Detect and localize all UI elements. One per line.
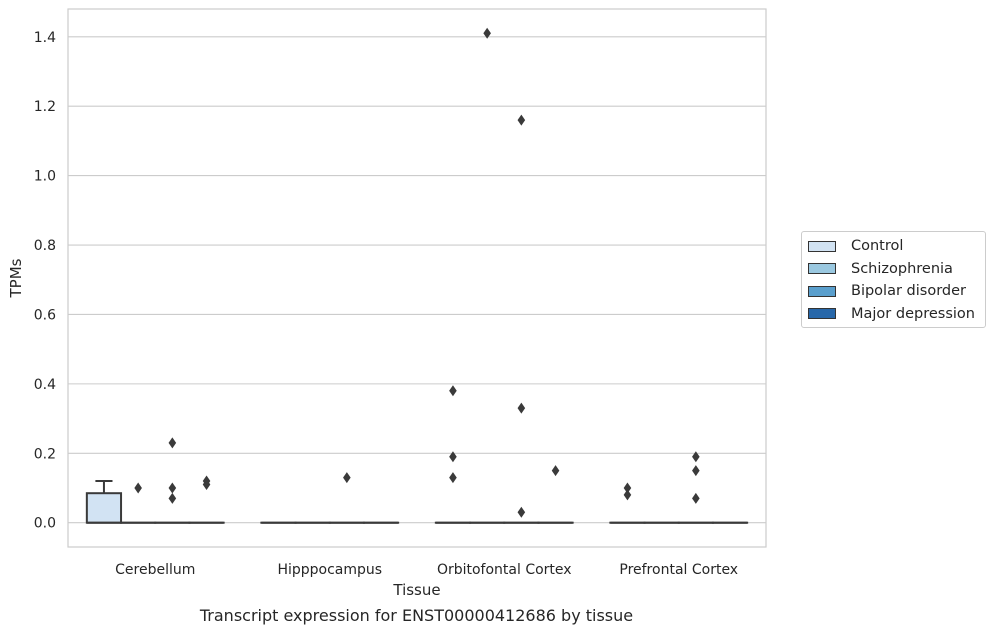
outlier-point — [483, 27, 491, 39]
outlier-point — [449, 451, 457, 463]
box — [434, 385, 472, 524]
outlier-point — [692, 492, 700, 504]
legend-swatch — [808, 240, 836, 252]
legend-item: Schizophrenia — [802, 258, 985, 281]
outlier-point — [168, 492, 177, 504]
grid-lines — [68, 36, 766, 524]
series-major-depression — [188, 465, 749, 524]
outlier-point — [517, 402, 526, 414]
outlier-point — [343, 472, 351, 484]
y-tick-label: 0.2 — [34, 446, 56, 462]
box-series — [85, 27, 749, 524]
outlier-point — [134, 482, 142, 494]
box — [537, 465, 574, 524]
box — [85, 480, 123, 524]
y-tick-label: 1.2 — [34, 99, 56, 115]
series-bipolar-disorder — [154, 114, 714, 524]
legend: Control Schizophrenia Bipolar disorder Majo… — [801, 231, 986, 328]
legend-item: Major depression — [802, 303, 985, 326]
legend-label: Schizophrenia — [851, 260, 953, 277]
legend-swatch — [808, 308, 836, 320]
legend-label: Control — [851, 238, 904, 255]
chart-caption: Transcript expression for ENST0000041268… — [199, 606, 634, 625]
box — [677, 451, 714, 524]
outlier-point — [623, 482, 632, 494]
legend-label: Major depression — [851, 305, 975, 322]
outlier-point — [551, 465, 560, 477]
y-tick-label: 1.4 — [34, 30, 56, 46]
plot-frame — [67, 8, 767, 548]
outlier-point — [692, 451, 700, 463]
x-axis-label: Tissue — [392, 581, 440, 599]
x-tick-label: Orbitofontal Cortex — [437, 562, 572, 578]
outlier-point — [168, 482, 177, 494]
outlier-point — [449, 385, 457, 397]
series-schizophrenia — [120, 27, 680, 524]
legend-swatch — [808, 285, 836, 297]
outlier-point — [517, 506, 526, 518]
x-tick-labels: Cerebellum Hipppocampus Orbitofontal Corte… — [115, 562, 738, 578]
box — [120, 482, 157, 524]
y-tick-label: 0.0 — [34, 516, 56, 532]
outlier-point — [692, 465, 700, 477]
y-axis-label: TPMs — [7, 258, 25, 298]
outlier-point — [202, 479, 211, 491]
outlier-point — [517, 114, 526, 126]
x-tick-label: Prefrontal Cortex — [619, 562, 738, 578]
legend-swatch — [808, 263, 836, 275]
y-tick-label: 0.6 — [34, 307, 56, 323]
series-control — [85, 385, 646, 524]
box — [328, 472, 365, 524]
box-body — [85, 492, 123, 524]
x-tick-label: Cerebellum — [115, 562, 195, 578]
legend-label: Bipolar disorder — [851, 283, 966, 300]
y-tick-labels: 0.0 0.2 0.4 0.6 0.8 1.0 1.2 1.4 — [34, 30, 56, 532]
legend-item: Control — [802, 235, 985, 258]
y-tick-label: 0.8 — [34, 238, 56, 254]
box — [188, 475, 225, 524]
outlier-point — [168, 437, 177, 449]
x-tick-label: Hipppocampus — [277, 562, 382, 578]
box — [469, 27, 506, 524]
outlier-point — [623, 489, 632, 501]
y-tick-label: 0.4 — [34, 377, 56, 393]
box — [503, 114, 540, 524]
y-tick-label: 1.0 — [34, 169, 56, 185]
box — [154, 437, 191, 524]
legend-item: Bipolar disorder — [802, 280, 985, 303]
outlier-point — [449, 472, 457, 484]
box — [609, 482, 646, 524]
